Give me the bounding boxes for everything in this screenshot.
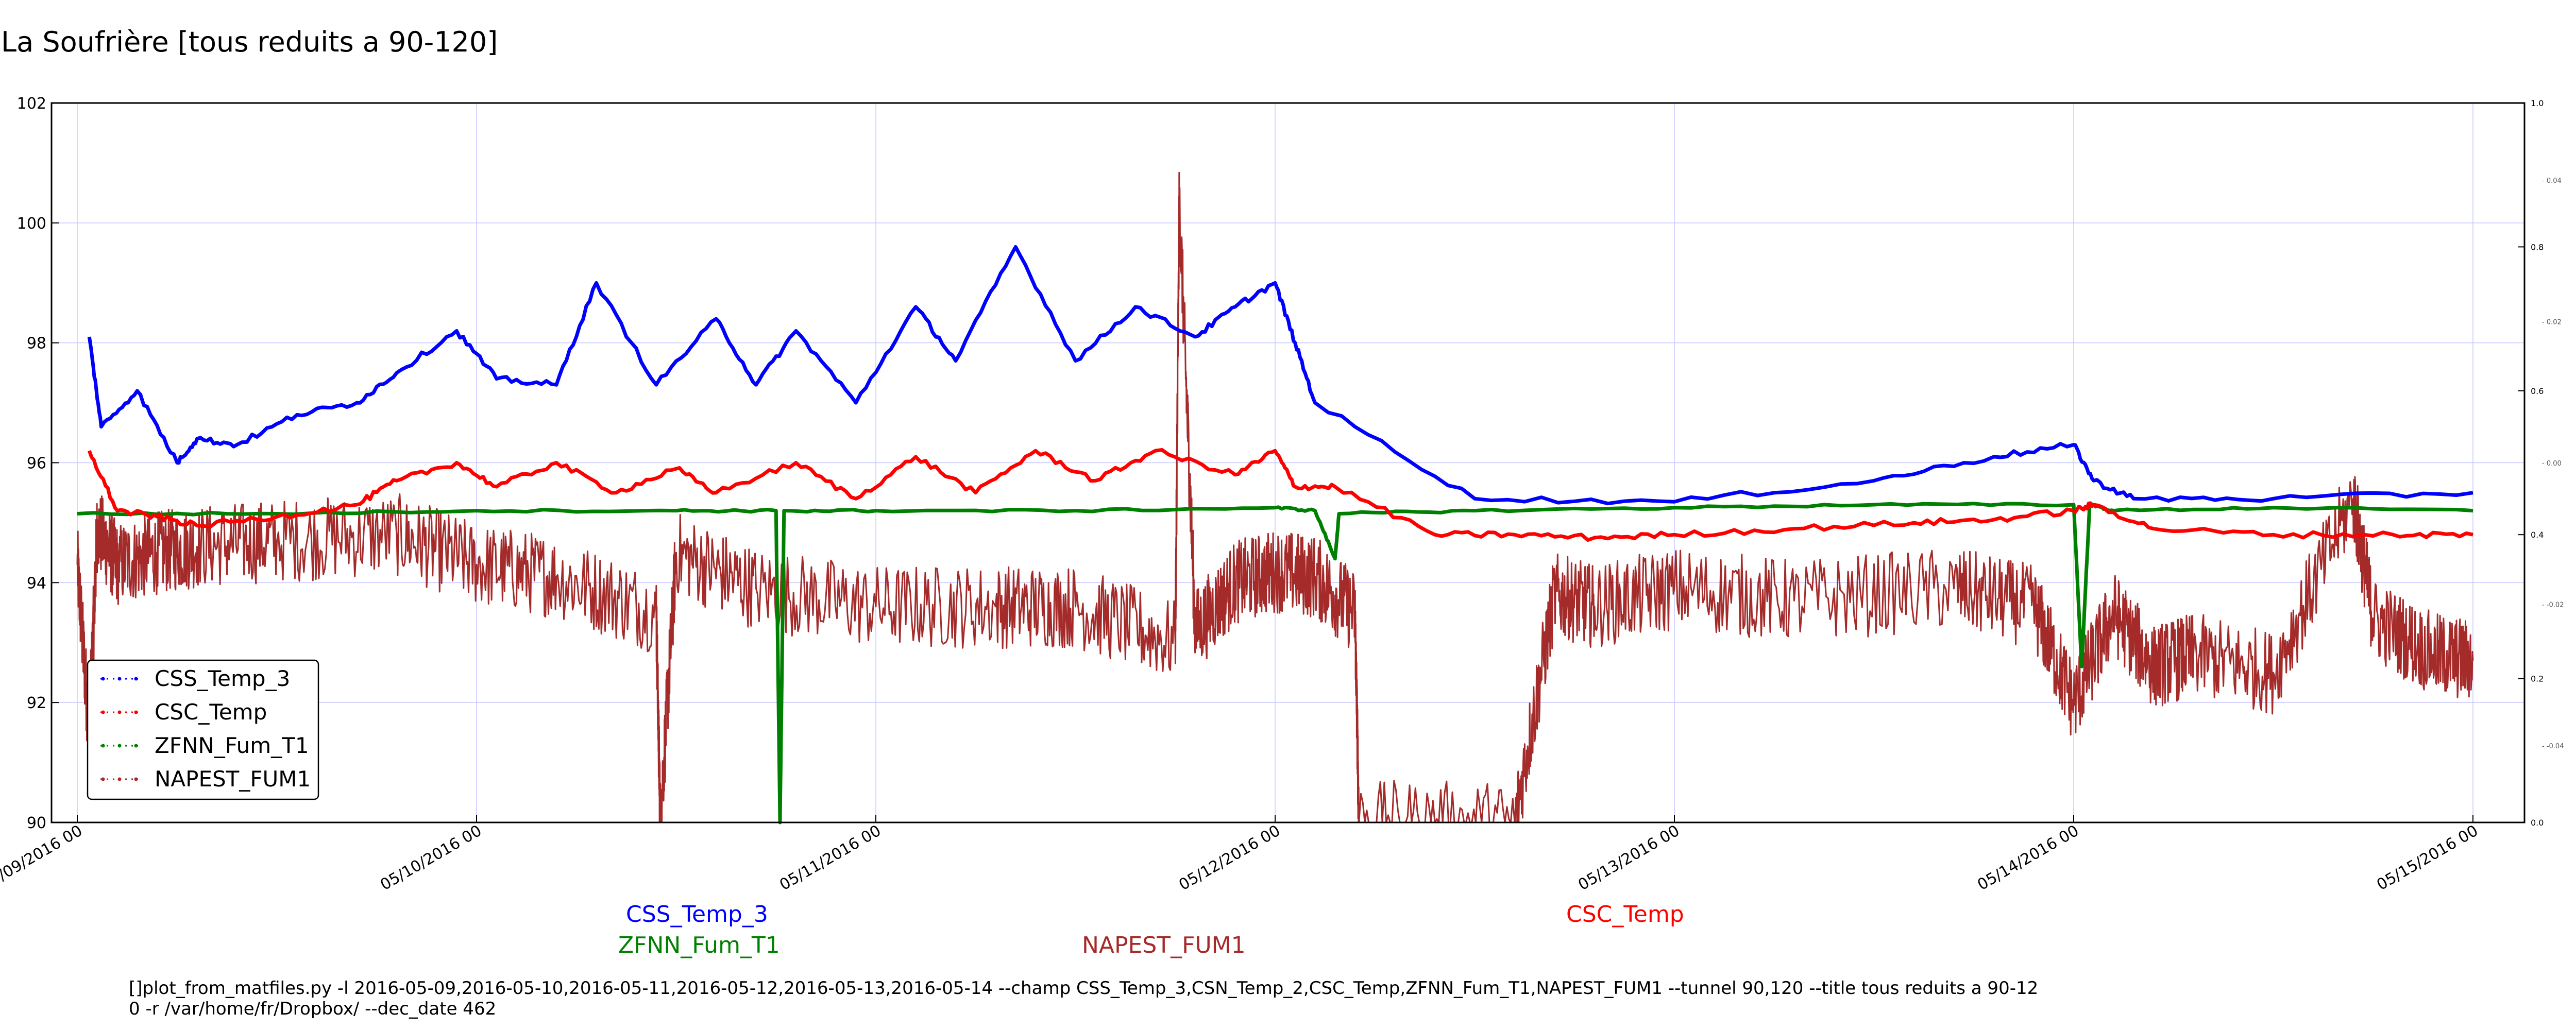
x-tick-label: 05/10/2016 00 <box>377 822 485 895</box>
legend: CSS_Temp_3 CSC_Temp ZFNN_Fum_T1 NAPEST_FUM1 <box>87 659 319 800</box>
annotation-napest-fum1: NAPEST_FUM1 <box>1082 932 1246 958</box>
legend-marker <box>117 744 122 748</box>
right-tick-label: 0.0 <box>2531 818 2544 828</box>
x-tick-label: 05/14/2016 00 <box>1974 822 2082 895</box>
y-tick-label: 96 <box>27 455 46 473</box>
right-axis: 0.0 0.2 0.4 0.6 0.8 1.0 - -0.04 - -0.02 - 0.00 - … <box>2518 98 2564 828</box>
command-line-1: []plot_from_matfiles.py -l 2016-05-09,20… <box>129 978 2038 999</box>
legend-label: CSC_Temp <box>155 699 267 725</box>
legend-marker <box>134 677 138 681</box>
legend-marker <box>101 744 105 748</box>
command-line-2: 0 -r /var/home/fr/Dropbox/ --dec_date 46… <box>129 999 496 1019</box>
legend-box <box>87 659 319 800</box>
right-tick-label: 0.2 <box>2531 674 2544 684</box>
legend-marker <box>101 677 105 681</box>
right-minor-tick-label: - -0.04 <box>2542 743 2564 750</box>
annotation-zfnn-fum-t1: ZFNN_Fum_T1 <box>618 932 780 958</box>
grid <box>52 102 2524 823</box>
legend-marker <box>117 710 122 714</box>
legend-label: CSS_Temp_3 <box>155 666 290 691</box>
series-layer <box>76 171 2474 825</box>
legend-marker <box>134 777 138 781</box>
legend-marker <box>117 677 122 681</box>
right-minor-tick-label: - -0.02 <box>2542 602 2564 609</box>
annotation-css-temp-3: CSS_Temp_3 <box>626 901 768 928</box>
y-axis: 90 92 94 96 98 100 102 <box>17 95 59 832</box>
right-minor-tick-label: - 0.00 <box>2542 460 2562 468</box>
legend-marker <box>101 710 105 714</box>
x-tick-label: 05/11/2016 00 <box>776 822 884 895</box>
series-line-napest-fum1 <box>76 171 2474 823</box>
x-tick-label: 05/13/2016 00 <box>1575 822 1683 895</box>
series-line-csc-temp <box>88 448 2473 542</box>
x-axis: 05/09/2016 00 05/10/2016 00 05/11/2016 00 0… <box>0 815 2481 894</box>
legend-marker <box>101 777 105 781</box>
legend-marker <box>134 710 138 714</box>
legend-entry-napest-fum1: NAPEST_FUM1 <box>100 766 311 792</box>
y-tick-label: 102 <box>17 95 46 113</box>
legend-marker <box>134 744 138 748</box>
right-tick-label: 0.4 <box>2531 530 2544 540</box>
right-minor-tick-label: - 0.02 <box>2542 319 2562 327</box>
legend-entry-zfnn-fum-t1: ZFNN_Fum_T1 <box>100 733 309 758</box>
x-tick-label: 05/09/2016 00 <box>0 822 86 895</box>
legend-entry-css-temp-3: CSS_Temp_3 <box>100 666 290 691</box>
chart-title: La Soufrière [tous reduits a 90-120] <box>1 26 498 58</box>
series-line-css-temp-3 <box>87 245 2473 506</box>
y-tick-label: 100 <box>17 215 46 233</box>
right-minor-tick-label: - 0.04 <box>2542 177 2562 185</box>
y-tick-label: 92 <box>27 694 46 712</box>
y-tick-label: 94 <box>27 574 46 592</box>
right-tick-label: 0.6 <box>2531 386 2544 396</box>
legend-label: NAPEST_FUM1 <box>155 766 311 792</box>
x-tick-label: 05/15/2016 00 <box>2374 822 2481 895</box>
legend-entry-csc-temp: CSC_Temp <box>100 699 267 725</box>
series-annotations: CSS_Temp_3 CSC_Temp ZFNN_Fum_T1 NAPEST_F… <box>618 901 1684 958</box>
legend-marker <box>117 777 122 781</box>
y-tick-label: 98 <box>27 335 46 353</box>
series-line-zfnn-fum-t1 <box>77 502 2473 825</box>
right-tick-label: 0.8 <box>2531 242 2544 252</box>
legend-label: ZFNN_Fum_T1 <box>155 733 309 758</box>
annotation-csc-temp: CSC_Temp <box>1566 901 1684 928</box>
x-tick-label: 05/12/2016 00 <box>1176 822 1283 895</box>
y-tick-label: 90 <box>27 814 46 832</box>
right-tick-label: 1.0 <box>2531 98 2544 108</box>
